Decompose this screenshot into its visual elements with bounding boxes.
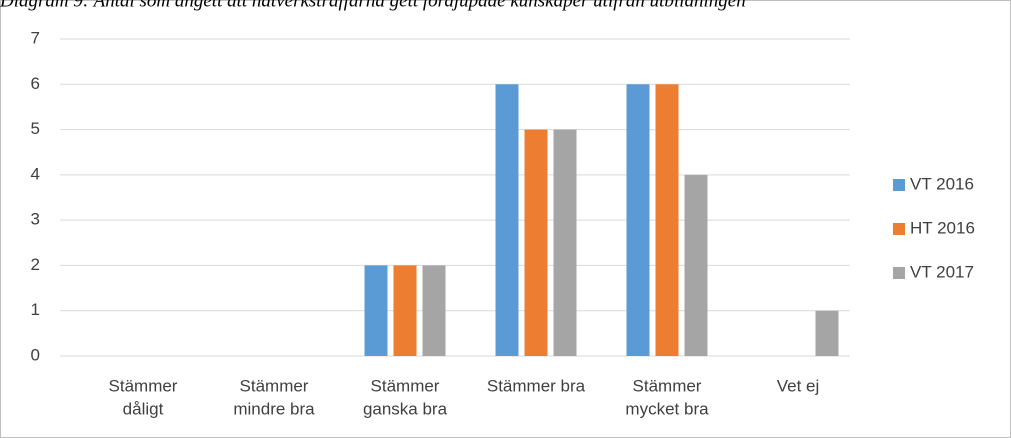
bar [626,84,650,357]
bar [655,84,679,357]
x-tick-label: Vet ej [777,376,820,395]
x-tick-label: Stämmer [633,376,702,395]
bar [553,129,577,356]
legend-label: VT 2017 [910,262,974,281]
legend-swatch [893,267,905,279]
y-tick-label: 3 [31,210,40,229]
y-tick-label: 7 [31,28,40,47]
x-tick-label: mindre bra [233,399,315,418]
bar [815,310,839,356]
y-tick-label: 2 [31,255,40,274]
bar [495,84,519,357]
bar [422,265,446,356]
y-tick-label: 1 [31,300,40,319]
legend-swatch [893,179,905,191]
legend-label: HT 2016 [910,218,975,237]
x-tick-label: Stämmer [240,376,309,395]
y-tick-label: 6 [31,74,40,93]
bar [524,129,548,356]
legend-swatch [893,223,905,235]
y-tick-label: 0 [31,345,40,364]
y-tick-label: 4 [31,164,40,183]
bar [364,265,388,356]
x-tick-label: mycket bra [625,399,709,418]
bar [684,174,708,356]
x-tick-label: Stämmer [109,376,178,395]
legend-label: VT 2016 [910,174,974,193]
bar [393,265,417,356]
chart-title: Diagram 9: Antal som angett att nätverks… [0,0,746,11]
x-tick-label: dåligt [123,399,164,418]
x-tick-label: Stämmer bra [487,376,586,395]
x-tick-label: Stämmer [371,376,440,395]
x-tick-label: ganska bra [363,399,448,418]
y-tick-label: 5 [31,119,40,138]
